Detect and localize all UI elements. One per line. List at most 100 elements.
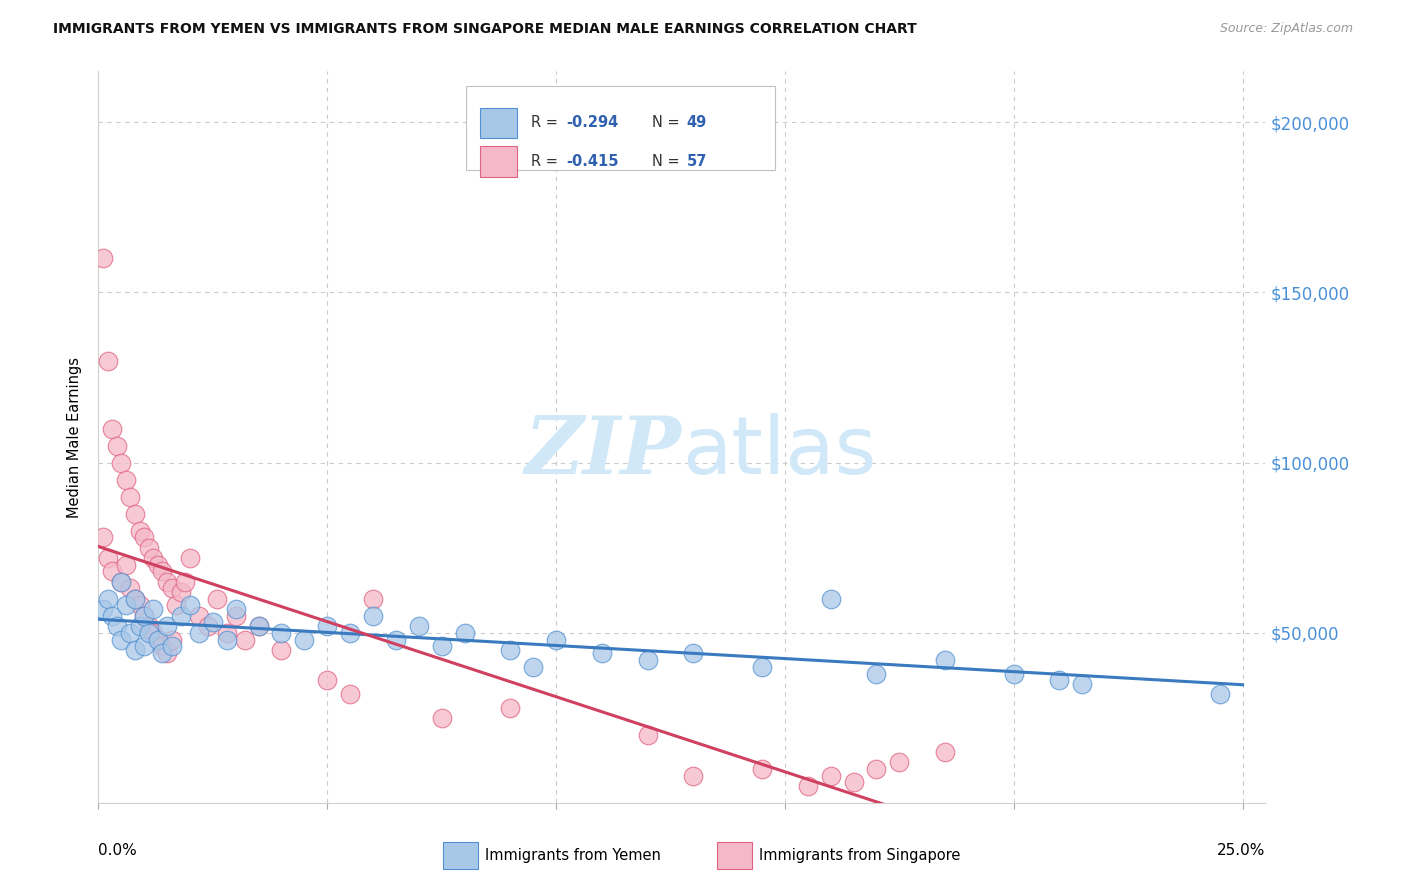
Point <box>120 625 142 640</box>
Point <box>120 490 142 504</box>
Point <box>174 574 197 589</box>
Point <box>179 550 201 565</box>
Point <box>637 728 659 742</box>
Point <box>637 653 659 667</box>
Point <box>430 640 453 654</box>
Point <box>207 591 229 606</box>
Point <box>188 625 211 640</box>
Point <box>179 599 201 613</box>
Point <box>128 524 150 538</box>
Point <box>128 599 150 613</box>
Point <box>146 632 169 647</box>
FancyBboxPatch shape <box>443 841 478 870</box>
Text: -0.294: -0.294 <box>567 115 619 130</box>
Point <box>156 619 179 633</box>
Point <box>865 666 887 681</box>
Point <box>188 608 211 623</box>
Point <box>1071 677 1094 691</box>
Point <box>160 632 183 647</box>
Point <box>339 687 361 701</box>
Point <box>751 659 773 673</box>
Point <box>499 700 522 714</box>
Point <box>225 608 247 623</box>
Point <box>110 632 132 647</box>
Text: 25.0%: 25.0% <box>1218 843 1265 858</box>
Point <box>1208 687 1230 701</box>
Point <box>453 625 475 640</box>
Text: N =: N = <box>651 115 683 130</box>
Point <box>110 574 132 589</box>
Point <box>751 762 773 776</box>
Point <box>101 565 124 579</box>
Point <box>124 591 146 606</box>
Point <box>91 602 114 616</box>
Point <box>134 531 156 545</box>
Point <box>316 673 339 688</box>
Point <box>115 558 138 572</box>
Point <box>247 619 270 633</box>
Text: R =: R = <box>531 115 562 130</box>
Point <box>101 608 124 623</box>
Point <box>233 632 256 647</box>
Point <box>170 585 193 599</box>
Text: 57: 57 <box>686 154 707 169</box>
Point <box>91 531 114 545</box>
Point <box>385 632 408 647</box>
Point <box>591 646 613 660</box>
Point <box>138 625 160 640</box>
Text: -0.415: -0.415 <box>567 154 619 169</box>
Point <box>292 632 315 647</box>
Point <box>142 625 165 640</box>
Point <box>97 550 120 565</box>
Point <box>339 625 361 640</box>
Point <box>124 591 146 606</box>
Point <box>138 619 160 633</box>
Point <box>97 353 120 368</box>
Point <box>934 653 956 667</box>
Point <box>197 619 219 633</box>
Text: Source: ZipAtlas.com: Source: ZipAtlas.com <box>1219 22 1353 36</box>
Point <box>128 619 150 633</box>
Point <box>215 625 238 640</box>
Point <box>820 591 842 606</box>
Point <box>215 632 238 647</box>
Point <box>134 608 156 623</box>
Text: Immigrants from Singapore: Immigrants from Singapore <box>759 848 960 863</box>
Point <box>124 642 146 657</box>
Point <box>138 541 160 555</box>
Point <box>120 582 142 596</box>
Point <box>270 642 292 657</box>
Point <box>152 565 174 579</box>
Y-axis label: Median Male Earnings: Median Male Earnings <box>67 357 83 517</box>
Text: N =: N = <box>651 154 683 169</box>
Text: Immigrants from Yemen: Immigrants from Yemen <box>485 848 661 863</box>
Point <box>91 252 114 266</box>
Point <box>142 550 165 565</box>
FancyBboxPatch shape <box>465 86 775 170</box>
Point <box>146 632 169 647</box>
Point <box>361 608 384 623</box>
Text: IMMIGRANTS FROM YEMEN VS IMMIGRANTS FROM SINGAPORE MEDIAN MALE EARNINGS CORRELAT: IMMIGRANTS FROM YEMEN VS IMMIGRANTS FROM… <box>53 22 917 37</box>
Point <box>152 646 174 660</box>
Point <box>156 574 179 589</box>
Point <box>934 745 956 759</box>
Point <box>522 659 544 673</box>
Point <box>152 640 174 654</box>
Point <box>165 599 187 613</box>
Text: atlas: atlas <box>682 413 876 491</box>
Point <box>110 574 132 589</box>
Point <box>160 640 183 654</box>
Point <box>142 602 165 616</box>
Point <box>430 711 453 725</box>
Point <box>797 779 820 793</box>
Point <box>682 768 704 782</box>
Point <box>316 619 339 633</box>
Point <box>225 602 247 616</box>
Point <box>889 755 911 769</box>
Point <box>134 608 156 623</box>
Point <box>499 642 522 657</box>
FancyBboxPatch shape <box>717 841 752 870</box>
Point <box>105 439 128 453</box>
Text: 0.0%: 0.0% <box>98 843 138 858</box>
Point <box>408 619 430 633</box>
